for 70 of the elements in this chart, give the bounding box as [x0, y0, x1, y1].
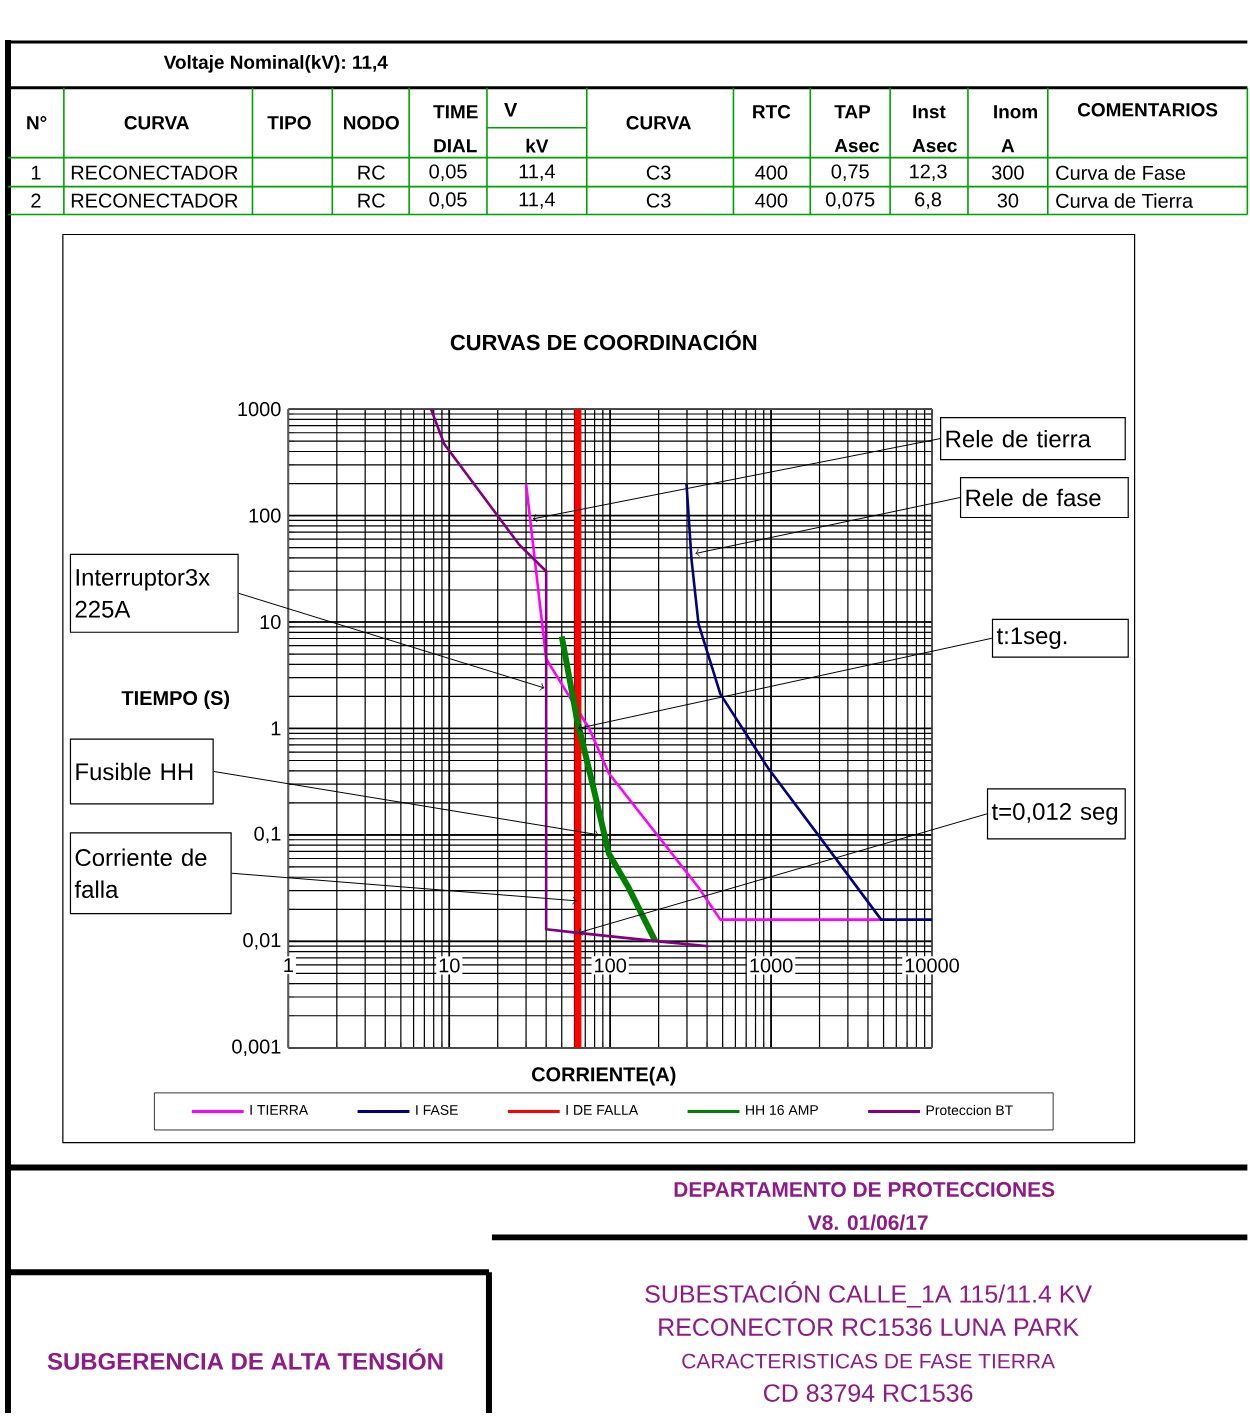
- text: RC: [358, 193, 385, 208]
- y-tick-label: 0,001: [232, 1039, 281, 1057]
- text: V: [503, 102, 518, 117]
- text: 12,3: [909, 164, 947, 181]
- annotation: Interruptor3x 225A: [75, 568, 210, 618]
- text: 0,075: [825, 192, 875, 209]
- y-tick-label: 0,1: [254, 826, 281, 844]
- y-tick-label: 100: [249, 508, 281, 523]
- y-tick-label: 0,01: [243, 933, 281, 950]
- y-axis-title: TIEMPO (S): [121, 690, 229, 710]
- text: RECONECTADOR: [71, 193, 238, 208]
- text: Inom A: [994, 105, 1037, 153]
- annotation: t:1seg.: [996, 627, 1067, 649]
- text: 400: [755, 193, 788, 208]
- legend-label: I FASE: [416, 1105, 458, 1115]
- text: TIME DIAL: [433, 105, 478, 153]
- annotation: Rele de fase: [966, 488, 1101, 507]
- text: 30: [997, 193, 1019, 208]
- text: 2: [31, 193, 41, 208]
- annotation: Corriente de falla: [74, 848, 207, 898]
- legend-label: I DE FALLA: [566, 1105, 638, 1115]
- text: Voltaje Nominal(kV): 11,4: [163, 55, 388, 73]
- text: TAP Asec: [834, 105, 879, 153]
- text: N°: [27, 116, 47, 130]
- text: SUBGERENCIA DE ALTA TENSIÓN: [47, 1348, 443, 1370]
- x-tick-label: 10000: [905, 958, 959, 973]
- text: Inst Asec: [912, 105, 957, 153]
- text: DEPARTAMENTO DE PROTECCIONES: [674, 1182, 1055, 1197]
- text: 0,05: [429, 164, 467, 181]
- text: C3: [646, 193, 671, 208]
- annotation: Fusible HH: [76, 762, 193, 781]
- legend-label: Proteccion BT: [926, 1104, 1013, 1116]
- text: 300: [991, 165, 1024, 180]
- text: CARACTERISTICAS DE FASE TIERRA: [682, 1353, 1055, 1369]
- text: kV: [526, 138, 549, 153]
- text: 11,4: [519, 164, 555, 181]
- text: 1: [31, 165, 41, 180]
- text: Curva de Fase: [1056, 165, 1185, 180]
- text: 400: [755, 165, 788, 180]
- x-tick-label: 10: [439, 958, 460, 973]
- text: 0,75: [831, 164, 869, 181]
- text: C3: [646, 165, 671, 180]
- x-tick-label: 1: [284, 958, 293, 973]
- annotation: Rele de tierra: [946, 429, 1091, 448]
- annotation: t=0,012 seg: [991, 803, 1117, 825]
- text: 0,05: [429, 192, 467, 209]
- legend-label: I TIERRA: [250, 1105, 308, 1115]
- x-tick-label: 1000: [750, 958, 793, 973]
- text: RC: [358, 165, 385, 180]
- text: SUBESTACIÓN CALLE_1A 115/11.4 KV: [645, 1280, 1092, 1308]
- text: RTC: [753, 105, 791, 119]
- text: NODO: [343, 116, 399, 130]
- text: RECONECTADOR: [71, 165, 238, 180]
- text: CURVA: [626, 116, 691, 130]
- text: 11,4: [519, 192, 555, 209]
- text: V8. 01/06/17: [807, 1214, 928, 1231]
- chart-title: CURVAS DE COORDINACIÓN: [450, 330, 756, 351]
- text: 6,8: [915, 192, 941, 209]
- y-tick-label: 10: [260, 614, 281, 630]
- text: RECONECTOR RC1536 LUNA PARK: [659, 1318, 1079, 1337]
- x-axis-title: CORRIENTE(A): [531, 1066, 676, 1086]
- text: Curva de Tierra: [1056, 193, 1193, 208]
- text: COMENTARIOS: [1077, 103, 1218, 117]
- text: TIPO: [267, 116, 311, 130]
- text: CD 83794 RC1536: [763, 1384, 973, 1402]
- y-tick-label: 1: [271, 721, 281, 736]
- text: CURVA: [124, 116, 189, 130]
- legend-label: HH 16 AMP: [745, 1105, 818, 1115]
- y-tick-label: 1000: [238, 402, 281, 417]
- x-tick-label: 100: [594, 958, 626, 973]
